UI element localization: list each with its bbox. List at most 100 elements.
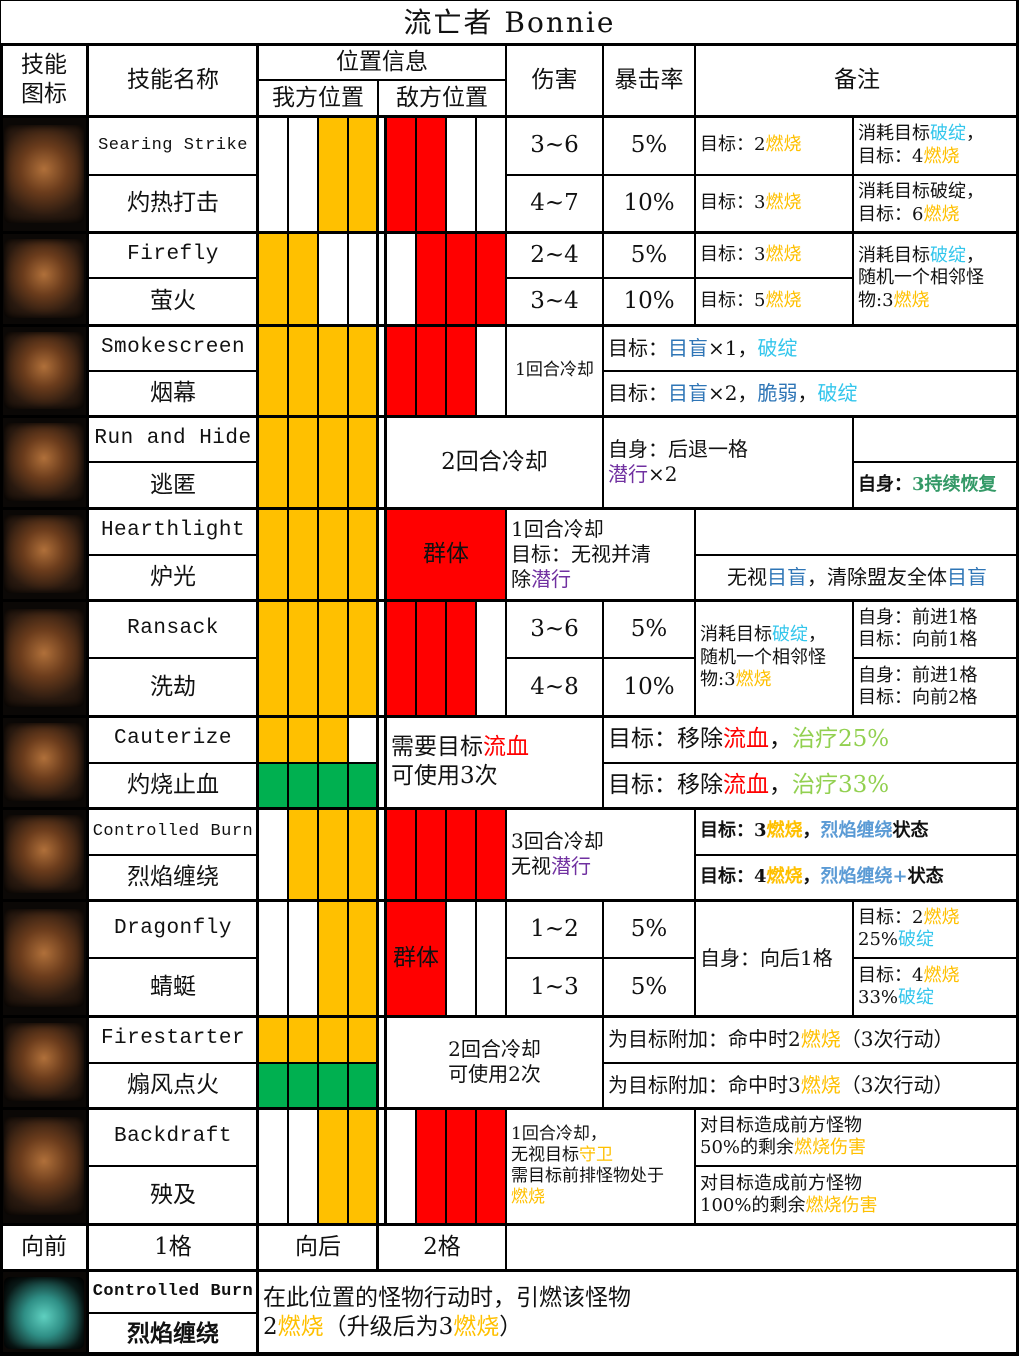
column-divider [384, 116, 387, 1224]
skill-name-en: Searing Strike [88, 116, 258, 175]
cell-text: 10% [623, 190, 675, 217]
cell-text: 2格 [423, 1233, 461, 1260]
text-segment: ， 随机一个相邻怪 物:3 [700, 624, 826, 691]
my-slot-1 [258, 808, 288, 900]
text-segment: 可使用3次 [391, 763, 498, 789]
burn-keyword: 燃烧 [923, 906, 960, 928]
enemy-slot-2 [416, 116, 446, 232]
enemy-slot-4 [476, 325, 506, 416]
skill-name-cn: 灼热打击 [88, 175, 258, 232]
burn-keyword: 燃烧 [766, 820, 803, 842]
notes-upgraded: 目标：目盲×2，脆弱，破绽 [603, 371, 1019, 416]
cell-text: 3~6 [530, 615, 579, 642]
cell-text: 目标：移除流血，治疗25% [608, 725, 889, 754]
my-slot-1 [258, 1016, 288, 1063]
cell-text: 消耗目标破绽， 随机一个相邻怪 物:3燃烧 [858, 245, 984, 313]
burn-keyword: 守卫 [579, 1144, 613, 1165]
damage-base: 3~6 [506, 600, 603, 658]
header-notes: 备注 [695, 44, 1019, 116]
text-segment: 对目标造成前方怪物 100%的剩余 [700, 1172, 862, 1217]
cell-text: Dragonfly [114, 916, 232, 940]
crit-base: 5% [603, 600, 695, 658]
header-my-position: 我方位置 [258, 80, 378, 116]
text-segment: ， [802, 820, 821, 842]
cooldown: 2回合冷却 [386, 416, 603, 508]
text-segment: ， 目标：4 [858, 123, 984, 167]
text-segment: 在此位置的怪物行动时，引燃该怪物 2 [263, 1285, 631, 1340]
my-slot-2 [288, 808, 318, 900]
my-slot-2 [288, 716, 318, 763]
crit-upgraded: 10% [603, 658, 695, 716]
text-segment: ×2， [708, 381, 758, 405]
my-slot-1 [258, 900, 288, 1016]
enemy-slot-3 [446, 808, 476, 900]
crit-base: 5% [603, 900, 695, 958]
cell-text: Firefly [127, 242, 219, 266]
row-divider [0, 115, 1019, 118]
crack-keyword: 破绽 [898, 929, 935, 950]
my-slot-3 [318, 508, 348, 600]
text-segment: 1回合冷却， 无视目标 [511, 1123, 607, 1165]
skill-name-cn: 灼烧止血 [88, 763, 258, 808]
text-segment: ， [802, 866, 821, 888]
my-slot-upgraded-3 [318, 763, 348, 808]
cell-text: 目标：2燃烧 [700, 134, 801, 157]
skill-name-cn: 逃匿 [88, 462, 258, 508]
stealth-keyword: 潜行 [608, 462, 648, 486]
row-divider [0, 507, 1019, 510]
cell-text: 10% [623, 288, 675, 315]
row-divider [0, 1107, 1019, 1110]
camp-skill-desc: 在此位置的怪物行动时，引燃该怪物 2燃烧（升级后为3燃烧） [258, 1270, 1019, 1356]
notes-base: 目标：移除流血，治疗25% [603, 716, 1019, 763]
cell-text: 目标：4燃烧 33%破绽 [858, 965, 959, 1010]
crack-keyword: 破绽 [930, 244, 966, 266]
cell-text: 自身：前进1格 目标：向前2格 [858, 664, 978, 709]
my-slot-upgraded-1 [258, 763, 288, 808]
text-segment: 状态 [907, 866, 944, 888]
my-slot-4 [348, 716, 378, 763]
my-slot-4 [348, 1108, 378, 1224]
cell-text: 我方位置 [272, 84, 364, 111]
my-slot-2 [288, 232, 318, 325]
my-slot-1 [258, 325, 288, 416]
cooldown: 1回合冷却， 无视目标守卫 需目标前排怪物处于 燃烧 [506, 1108, 695, 1224]
text-segment: 目标：4 [858, 964, 924, 986]
text-segment: （3次行动） [840, 1073, 954, 1097]
ransack-icon [4, 608, 84, 708]
cauterize-icon [4, 723, 84, 801]
cell-text: Firestarter [100, 1027, 246, 1051]
skill-name-en: Firestarter [88, 1016, 258, 1063]
text-segment: 目标：2 [858, 906, 924, 928]
enemy-slot-4 [476, 600, 506, 716]
move-back-value: 2格 [378, 1224, 506, 1270]
my-slot-1 [258, 116, 288, 232]
skill-name-en: Hearthlight [88, 508, 258, 555]
backdraft-icon [4, 1116, 84, 1216]
note2: 无视目盲，清除盟友全体目盲 [695, 555, 1019, 600]
firefly-icon [4, 239, 84, 318]
cell-text: 敌方位置 [396, 84, 488, 111]
enemy-slot-2 [416, 325, 446, 416]
enemy-slot-1 [386, 1108, 416, 1224]
enemy-slot-4 [476, 232, 506, 325]
bleed-keyword: 流血 [483, 734, 529, 761]
text-segment: 消耗目标 [700, 624, 772, 646]
blind-keyword: 目盲 [767, 565, 807, 589]
cooldown: 1回合冷却 [506, 325, 603, 416]
header-damage: 伤害 [506, 44, 603, 116]
text-segment: 目标：2 [700, 134, 766, 156]
cell-text: 1~2 [530, 915, 579, 942]
column-divider [256, 44, 259, 1356]
cell-text: 5% [630, 973, 668, 1000]
damage-base: 3~6 [506, 116, 603, 175]
note2-upgraded: 目标：4燃烧 33%破绽 [853, 958, 1019, 1016]
my-slot-upgraded-4 [348, 763, 378, 808]
backdraft-icon [0, 1108, 88, 1224]
text-segment: 为目标附加：命中时3 [608, 1073, 801, 1097]
enemy-slot-3 [446, 232, 476, 325]
cell-text: 自身：3持续恢复 [858, 474, 997, 497]
text-segment: （3次行动） [840, 1027, 954, 1051]
notes-upgraded: 为目标附加：命中时3燃烧（3次行动） [603, 1063, 1019, 1108]
my-slot-3 [318, 716, 348, 763]
blind-keyword: 目盲 [668, 381, 708, 405]
